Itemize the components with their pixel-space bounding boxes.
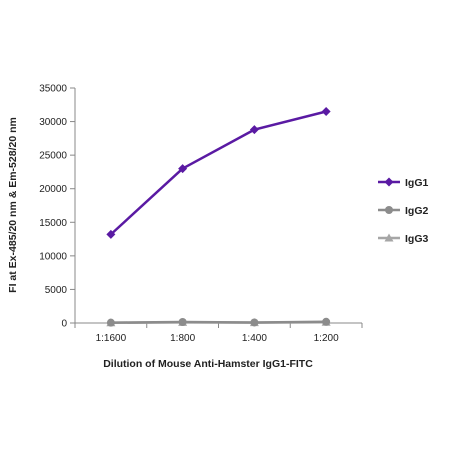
y-tick-label: 30000 xyxy=(39,117,67,128)
x-axis-title: Dilution of Mouse Anti-Hamster IgG1-FITC xyxy=(103,358,313,370)
series-igg2 xyxy=(106,317,331,327)
y-tick-label: 20000 xyxy=(39,184,67,195)
legend-item-igg2: IgG2 xyxy=(378,205,428,217)
y-tick-label: 35000 xyxy=(39,84,67,95)
y-tick-label: 25000 xyxy=(39,151,67,162)
data-point xyxy=(249,125,259,135)
x-tick-label: 1:400 xyxy=(242,333,267,344)
data-point xyxy=(321,107,331,116)
legend-marker xyxy=(384,177,394,187)
data-point xyxy=(178,317,187,326)
legend-marker xyxy=(385,206,393,214)
x-tick-label: 1:200 xyxy=(314,333,339,344)
data-point xyxy=(178,164,188,174)
legend-label: IgG2 xyxy=(405,205,428,217)
data-point xyxy=(106,318,115,327)
legend-item-igg1: IgG1 xyxy=(378,177,428,189)
x-tick-label: 1:1600 xyxy=(96,333,127,344)
chart-legend: IgG1 IgG2 IgG3 xyxy=(378,177,428,245)
y-tick-label: 5000 xyxy=(45,285,68,296)
legend-marker xyxy=(384,233,394,242)
data-point xyxy=(322,317,331,326)
data-point xyxy=(250,318,259,327)
y-tick-label: 10000 xyxy=(39,251,67,262)
series-line xyxy=(110,320,327,324)
y-axis-ticks: 0 5000 10000 15000 20000 25000 30000 35000 xyxy=(39,84,75,330)
legend-label: IgG3 xyxy=(405,233,428,245)
x-axis-ticks: 1:1600 1:800 1:400 1:200 xyxy=(74,323,363,344)
chart-series xyxy=(106,107,331,327)
legend-label: IgG1 xyxy=(405,177,428,189)
y-axis-title: FI at Ex-485/20 nm & Em-528/20 nm xyxy=(7,117,19,293)
legend-item-igg3: IgG3 xyxy=(378,233,428,245)
x-tick-label: 1:800 xyxy=(170,333,195,344)
series-igg1 xyxy=(106,107,331,239)
y-tick-label: 15000 xyxy=(39,218,67,229)
series-line xyxy=(110,110,327,236)
y-tick-label: 0 xyxy=(61,319,67,330)
chart-axes xyxy=(74,88,362,324)
data-point xyxy=(106,229,116,239)
